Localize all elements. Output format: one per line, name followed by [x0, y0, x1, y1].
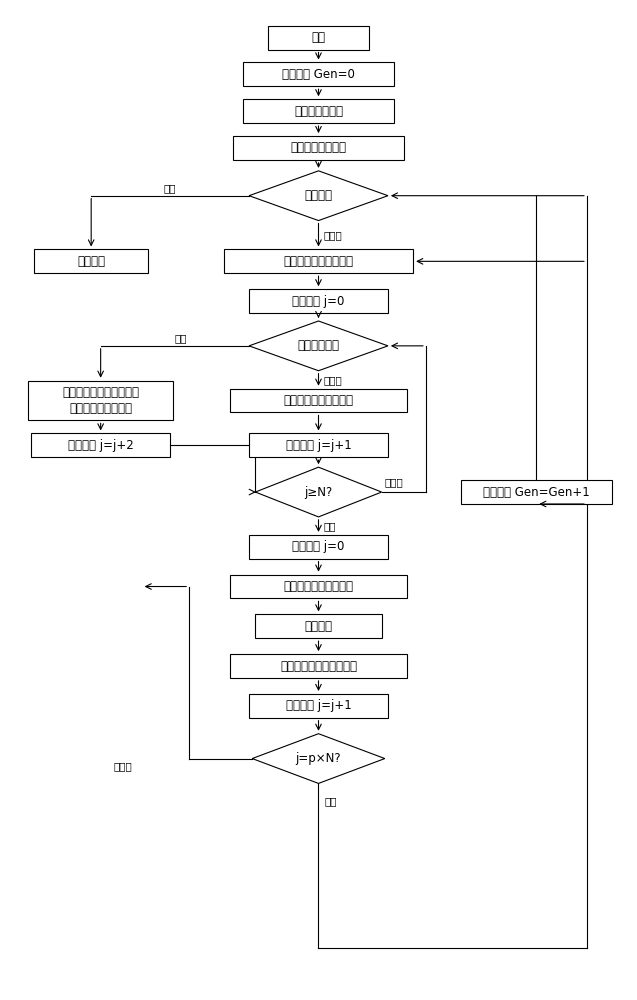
Text: 不满足: 不满足 — [324, 230, 342, 240]
Bar — [243, 62, 394, 86]
Text: 不满足: 不满足 — [385, 477, 404, 487]
Text: 满足: 满足 — [164, 183, 176, 193]
Text: 个体数量 j=j+2: 个体数量 j=j+2 — [68, 439, 134, 452]
Text: 个体数量 j=j+1: 个体数量 j=j+1 — [285, 439, 352, 452]
Bar — [31, 433, 170, 457]
Text: 进化代数 Gen=Gen+1: 进化代数 Gen=Gen+1 — [483, 486, 590, 499]
Text: 个体数量 j=0: 个体数量 j=0 — [292, 295, 345, 308]
Polygon shape — [255, 467, 382, 517]
Bar — [243, 99, 394, 123]
Text: 不满足: 不满足 — [324, 375, 342, 385]
Bar — [268, 26, 369, 50]
Polygon shape — [249, 171, 388, 221]
Text: j=p×N?: j=p×N? — [296, 752, 341, 765]
Text: 选择变异个体和变异点: 选择变异个体和变异点 — [283, 580, 354, 593]
Bar — [28, 381, 173, 420]
Bar — [230, 654, 407, 678]
Text: 个体数量 j=0: 个体数量 j=0 — [292, 540, 345, 553]
Text: 进行变异: 进行变异 — [304, 620, 333, 633]
Text: 个体数量 j=j+1: 个体数量 j=j+1 — [285, 699, 352, 712]
Bar — [224, 249, 413, 273]
Text: 随机产生初始个体: 随机产生初始个体 — [290, 141, 347, 154]
Text: 计算各个个体适应度值: 计算各个个体适应度值 — [283, 255, 354, 268]
Bar — [230, 389, 407, 412]
Text: 开始: 开始 — [311, 31, 326, 44]
Text: 将变异个体加入新的群体: 将变异个体加入新的群体 — [280, 660, 357, 673]
Text: 满足: 满足 — [175, 333, 187, 343]
Bar — [255, 614, 382, 638]
Bar — [230, 575, 407, 598]
Polygon shape — [249, 321, 388, 371]
Text: 满足: 满足 — [325, 796, 338, 806]
Bar — [233, 136, 404, 160]
Bar — [461, 480, 612, 504]
Bar — [34, 249, 148, 273]
Text: 转化为基因代码: 转化为基因代码 — [294, 105, 343, 118]
Text: 选择交叉个体: 选择交叉个体 — [297, 339, 340, 352]
Bar — [249, 535, 388, 559]
Text: 输出结果: 输出结果 — [77, 255, 105, 268]
Bar — [249, 289, 388, 313]
Bar — [249, 433, 388, 457]
Text: 复制并将加入新群体中: 复制并将加入新群体中 — [283, 394, 354, 407]
Polygon shape — [252, 734, 385, 783]
Text: j≥N?: j≥N? — [304, 486, 333, 499]
Text: 不满足: 不满足 — [113, 762, 132, 772]
Text: 进化代数 Gen=0: 进化代数 Gen=0 — [282, 68, 355, 81]
Text: 终止准则: 终止准则 — [304, 189, 333, 202]
Text: 执行交叉并交叉后的两个
个体放入新的群体中: 执行交叉并交叉后的两个 个体放入新的群体中 — [62, 386, 139, 415]
Text: 满足: 满足 — [324, 521, 336, 531]
Bar — [249, 694, 388, 718]
